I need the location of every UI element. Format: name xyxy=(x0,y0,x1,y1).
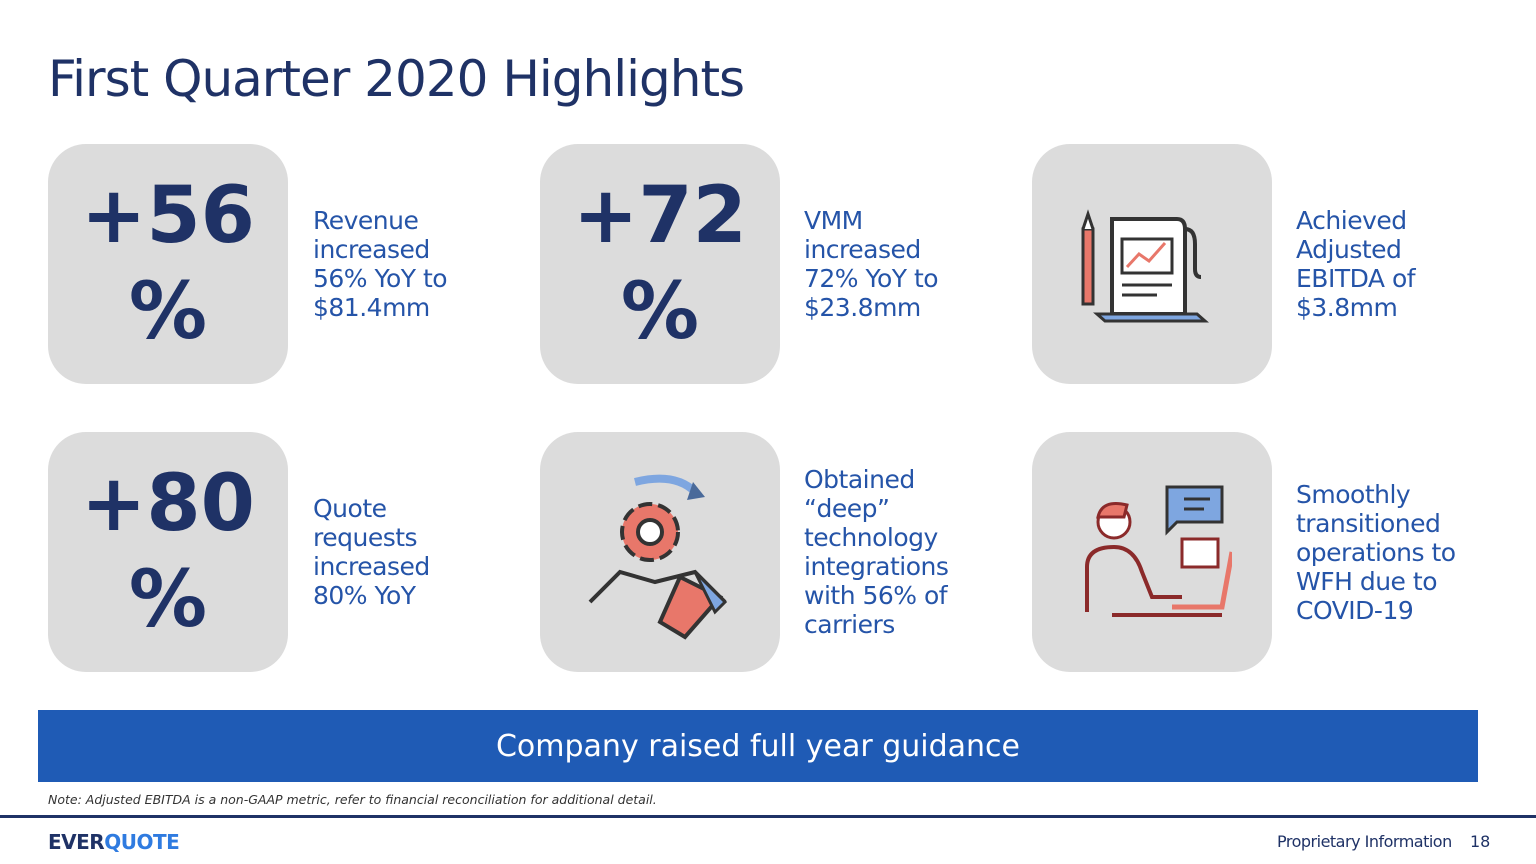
stat: +72 xyxy=(573,171,747,261)
icon-tile xyxy=(1032,432,1272,672)
description: Obtained “deep” technology integrations … xyxy=(804,432,969,672)
description: Revenue increased 56% YoY to $81.4mm xyxy=(313,144,478,384)
footer-rule xyxy=(0,815,1536,818)
stat: % xyxy=(128,555,208,645)
logo-part: EVER xyxy=(48,830,105,854)
description: Smoothly transitioned operations to WFH … xyxy=(1296,432,1461,672)
remote-work-icon xyxy=(1085,485,1232,617)
description-text: Revenue increased 56% YoY to $81.4mm xyxy=(313,206,448,322)
description-text: Achieved Adjusted EBITDA of $3.8mm xyxy=(1296,206,1416,322)
stat: % xyxy=(128,267,208,357)
stat: +80 xyxy=(81,459,255,549)
footer-label: Proprietary Information xyxy=(1277,832,1452,851)
description-text: VMM increased 72% YoY to $23.8mm xyxy=(804,206,939,322)
description: VMM increased 72% YoY to $23.8mm xyxy=(804,144,969,384)
handshake-icon xyxy=(588,474,728,640)
icon-tile xyxy=(1032,144,1272,384)
stat: % xyxy=(620,267,700,357)
description: Quote requests increased 80% YoY xyxy=(313,432,478,672)
stat: +56 xyxy=(81,171,255,261)
logo-part: QUOTE xyxy=(104,830,180,854)
description-text: Quote requests increased 80% YoY xyxy=(313,494,430,610)
description-text: Obtained “deep” technology integrations … xyxy=(804,465,949,639)
slide-title: First Quarter 2020 Highlights xyxy=(48,50,745,108)
banner: Company raised full year guidance xyxy=(38,710,1478,782)
stat-tile: +72 % xyxy=(540,144,780,384)
description: Achieved Adjusted EBITDA of $3.8mm xyxy=(1296,144,1461,384)
stat-tile: +80 % xyxy=(48,432,288,672)
logo: EVERQUOTE xyxy=(48,830,180,854)
report-icon xyxy=(1081,209,1209,323)
description-text: Smoothly transitioned operations to WFH … xyxy=(1296,479,1456,625)
stat-tile: +56 % xyxy=(48,144,288,384)
page-number: 18 xyxy=(1470,832,1491,851)
icon-tile xyxy=(540,432,780,672)
footnote: Note: Adjusted EBITDA is a non-GAAP metr… xyxy=(48,792,657,807)
